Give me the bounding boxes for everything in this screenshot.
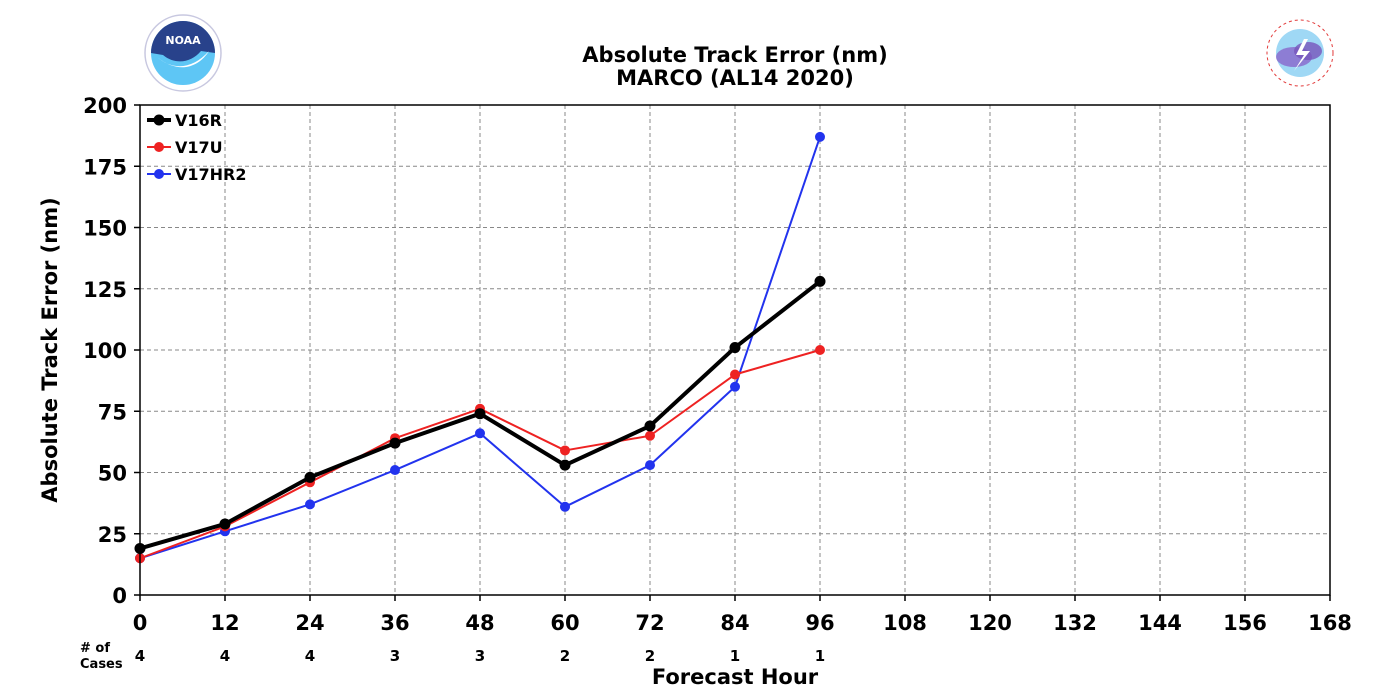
x-tick-label: 0 [133,611,148,635]
x-tick-label: 72 [635,611,664,635]
x-tick-label: 84 [720,611,749,635]
x-tick-label: 96 [805,611,834,635]
y-tick-label: 125 [83,278,127,302]
data-point-v16r [644,420,656,432]
x-tick-label: 24 [295,611,324,635]
series-line-v17hr2 [139,136,821,560]
x-tick-label: 132 [1053,611,1097,635]
y-tick-labels: 0 25 50 75 100 125 150 175 200 [83,94,140,608]
data-point-v16r [304,471,316,483]
data-point-v16r [389,437,401,449]
x-tick-label: 156 [1223,611,1267,635]
y-tick-label: 50 [98,462,127,486]
cases-count: 1 [730,647,740,665]
x-tick-label: 120 [968,611,1012,635]
y-tick-label: 75 [98,400,127,424]
y-tick-label: 150 [83,217,127,241]
x-tick-label: 12 [210,611,239,635]
data-point-v17hr2 [390,465,400,476]
data-point-v16r [729,342,741,354]
noaa-logo-text: NOAA [165,34,201,47]
cases-label-1: # of [80,641,110,656]
noaa-logo: NOAA [144,14,222,92]
legend-marker-v17u [154,142,164,152]
legend-label-v16r: V16R [175,111,222,130]
data-point-v17hr2 [305,499,315,510]
cases-count: 4 [305,647,315,665]
chart-subtitle: MARCO (AL14 2020) [616,66,854,90]
data-point-v16r [559,459,571,471]
x-tick-label: 108 [883,611,927,635]
data-point-v17hr2 [475,428,485,439]
cases-count: 4 [220,647,230,665]
y-tick-label: 200 [83,94,127,118]
data-point-v17hr2 [645,460,655,471]
cases-count: 4 [135,647,145,665]
x-tick-label: 168 [1308,611,1352,635]
y-tick-label: 100 [83,339,127,363]
y-tick-label: 175 [83,155,127,179]
data-point-v16r [814,275,826,287]
legend-label-v17hr2: V17HR2 [175,165,247,184]
x-tick-label: 48 [465,611,494,635]
legend-marker-v17hr2 [154,169,164,179]
x-tick-labels: 0 12 24 36 48 60 72 84 96 108 120 132 144 156 168 [133,595,1352,635]
y-tick-label: 0 [112,584,127,608]
data-point-v16r [219,518,231,530]
legend-marker-v16r [153,114,165,126]
cases-row: 4 4 4 3 3 2 2 1 1 [135,647,825,665]
data-point-v17u [645,430,655,441]
cases-count: 3 [390,647,400,665]
data-point-v17hr2 [730,381,740,392]
cases-count: 1 [815,647,825,665]
chart-title: Absolute Track Error (nm) [582,43,887,67]
x-tick-label: 36 [380,611,409,635]
series-layer [134,131,826,564]
nws-logo [1262,15,1338,91]
x-axis-label: Forecast Hour [652,665,819,689]
x-tick-label: 60 [550,611,579,635]
cases-count: 2 [645,647,655,665]
cases-count: 2 [560,647,570,665]
cases-label-2: Cases [80,657,123,672]
x-tick-label: 144 [1138,611,1182,635]
cases-count: 3 [475,647,485,665]
data-point-v17u [815,345,825,355]
y-axis-label: Absolute Track Error (nm) [38,197,62,502]
legend: V16R V17U V17HR2 [147,111,247,184]
data-point-v17u [560,445,570,456]
data-point-v17hr2 [815,131,825,142]
data-point-v17hr2 [560,501,570,512]
y-tick-label: 25 [98,523,127,547]
data-point-v17u [730,369,740,380]
data-point-v16r [474,408,486,420]
legend-label-v17u: V17U [175,138,223,157]
